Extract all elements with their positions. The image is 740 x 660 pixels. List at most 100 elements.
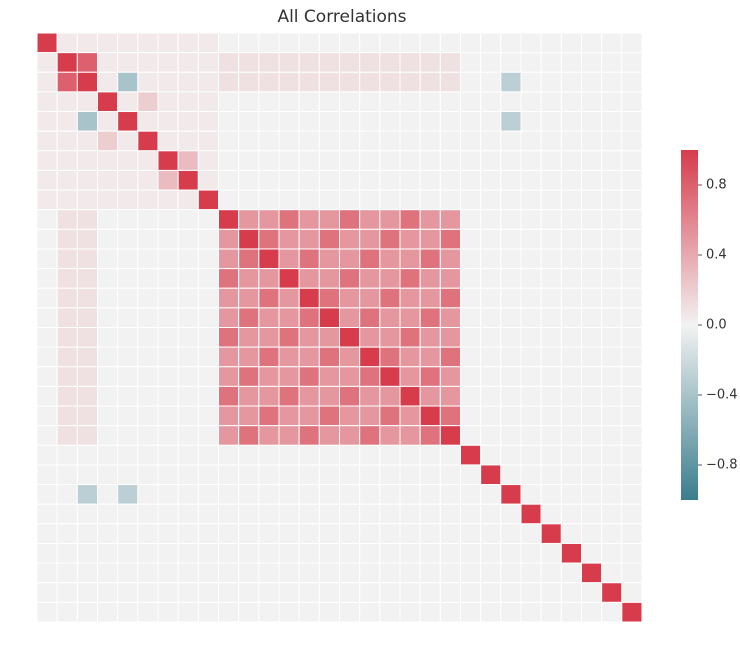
- heatmap-cell: [137, 523, 159, 544]
- heatmap-cell: [318, 425, 341, 446]
- heatmap-cell: [258, 268, 280, 289]
- heatmap-cell: [379, 523, 401, 544]
- heatmap-cell: [359, 542, 381, 564]
- heatmap-cell: [379, 425, 401, 446]
- heatmap-cell: [500, 503, 522, 525]
- heatmap-cell: [560, 444, 582, 466]
- heatmap-cell: [379, 287, 401, 309]
- heatmap-cell: [621, 248, 643, 270]
- heatmap-cell: [36, 130, 58, 152]
- heatmap-cell: [460, 503, 482, 525]
- heatmap-cell: [480, 346, 502, 368]
- heatmap-cell: [177, 523, 199, 544]
- colorbar-tick-label: 0.8: [706, 178, 727, 193]
- heatmap-cell: [238, 523, 260, 544]
- heatmap-cell: [460, 71, 482, 93]
- heatmap-cell: [157, 601, 179, 623]
- heatmap-cell: [379, 385, 401, 407]
- heatmap-cell: [238, 209, 260, 230]
- heatmap-cell: [560, 111, 582, 132]
- heatmap-cell: [621, 562, 643, 584]
- heatmap-cell: [177, 189, 199, 211]
- heatmap-cell: [298, 484, 320, 505]
- heatmap-cell: [258, 111, 280, 132]
- heatmap-cell: [601, 287, 623, 309]
- heatmap-cell: [419, 71, 441, 93]
- heatmap-cell: [439, 444, 462, 466]
- heatmap-cell: [157, 268, 179, 289]
- heatmap-cell: [359, 150, 381, 171]
- colorbar-tick-label: −0.8: [706, 458, 738, 473]
- heatmap-cell: [318, 385, 341, 407]
- heatmap-cell: [560, 287, 582, 309]
- heatmap-cell: [419, 209, 441, 230]
- heatmap-cell: [137, 444, 159, 466]
- heatmap-cell: [298, 542, 320, 564]
- heatmap-cell: [97, 327, 119, 348]
- heatmap-cell: [460, 111, 482, 132]
- heatmap-cell: [601, 150, 623, 171]
- heatmap-cell: [137, 405, 159, 427]
- heatmap-cell: [298, 130, 320, 152]
- heatmap-cell: [56, 71, 78, 93]
- heatmap-cell: [520, 601, 542, 623]
- heatmap-cell: [419, 542, 441, 564]
- heatmap-cell: [339, 405, 361, 427]
- heatmap-cell: [117, 523, 139, 544]
- heatmap-cell: [197, 366, 219, 387]
- heatmap-cell: [500, 425, 522, 446]
- heatmap-cell: [621, 189, 643, 211]
- heatmap-cell: [520, 385, 542, 407]
- heatmap-cell: [56, 91, 78, 113]
- heatmap-cell: [117, 327, 139, 348]
- heatmap-cell: [258, 366, 280, 387]
- heatmap-cell: [460, 91, 482, 113]
- heatmap-cell: [137, 503, 159, 525]
- heatmap-cell: [218, 425, 240, 446]
- heatmap-cell: [36, 582, 58, 603]
- heatmap-cell: [197, 52, 219, 73]
- heatmap-cell: [621, 366, 643, 387]
- heatmap-cell: [298, 32, 320, 54]
- heatmap-cell: [298, 287, 320, 309]
- heatmap-cell: [318, 228, 341, 250]
- heatmap-cell: [218, 150, 240, 171]
- heatmap-cell: [500, 71, 522, 93]
- heatmap-cell: [419, 111, 441, 132]
- heatmap-cell: [56, 52, 78, 73]
- heatmap-cell: [56, 464, 78, 486]
- heatmap-cell: [258, 444, 280, 466]
- heatmap-cell: [318, 268, 341, 289]
- heatmap-cell: [581, 32, 603, 54]
- heatmap-cell: [76, 248, 99, 270]
- heatmap-cell: [500, 385, 522, 407]
- heatmap-cell: [419, 228, 441, 250]
- colorbar-tick-label: 0.4: [706, 248, 727, 263]
- heatmap-cell: [359, 582, 381, 603]
- heatmap-cell: [177, 327, 199, 348]
- heatmap-cell: [197, 130, 219, 152]
- heatmap-cell: [439, 405, 462, 427]
- heatmap-cell: [197, 503, 219, 525]
- heatmap-cell: [339, 268, 361, 289]
- heatmap-cell: [480, 601, 502, 623]
- heatmap-cell: [137, 268, 159, 289]
- heatmap-cell: [480, 268, 502, 289]
- heatmap-cell: [177, 405, 199, 427]
- heatmap-cell: [97, 542, 119, 564]
- heatmap-cell: [439, 327, 462, 348]
- heatmap-cell: [278, 307, 300, 329]
- heatmap-cell: [137, 287, 159, 309]
- heatmap-cell: [258, 32, 280, 54]
- heatmap-cell: [460, 150, 482, 171]
- heatmap-cell: [480, 287, 502, 309]
- heatmap-cell: [399, 523, 421, 544]
- heatmap-cell: [399, 189, 421, 211]
- heatmap-cell: [581, 169, 603, 191]
- heatmap-cell: [56, 366, 78, 387]
- heatmap-cell: [218, 484, 240, 505]
- heatmap-cell: [621, 130, 643, 152]
- heatmap-cell: [218, 268, 240, 289]
- heatmap-cell: [359, 248, 381, 270]
- heatmap-cell: [621, 71, 643, 93]
